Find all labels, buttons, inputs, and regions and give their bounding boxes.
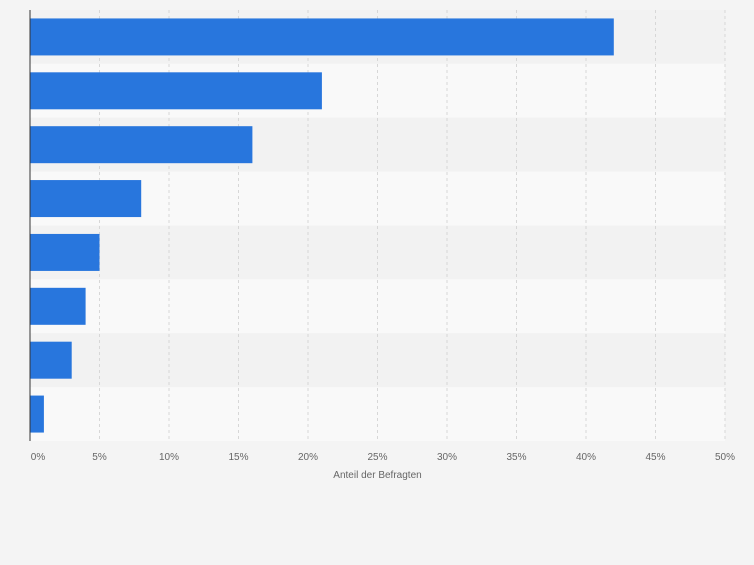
x-tick-label: 15% xyxy=(228,452,248,463)
x-tick-label: 50% xyxy=(715,452,735,463)
bar xyxy=(30,233,100,271)
bars xyxy=(30,18,614,433)
x-tick-label: 25% xyxy=(367,452,387,463)
bar xyxy=(30,287,86,325)
x-axis-label: Anteil der Befragten xyxy=(333,470,421,481)
x-tick-label: 0% xyxy=(31,452,46,463)
x-tick-label: 30% xyxy=(437,452,457,463)
x-tick-label: 35% xyxy=(506,452,526,463)
x-tick-label: 5% xyxy=(92,452,107,463)
x-tick-label: 45% xyxy=(645,452,665,463)
x-tick-label: 10% xyxy=(159,452,179,463)
bar xyxy=(30,126,253,164)
x-tick-label: 20% xyxy=(298,452,318,463)
bar xyxy=(30,341,72,379)
x-tick-labels: 0% 5% 10% 15% 20% 25% 30% 35% 40% 45% 50% xyxy=(31,452,735,463)
bar xyxy=(30,18,614,56)
x-tick-label: 40% xyxy=(576,452,596,463)
bar xyxy=(30,72,322,110)
bar xyxy=(30,395,44,433)
bar xyxy=(30,180,142,218)
